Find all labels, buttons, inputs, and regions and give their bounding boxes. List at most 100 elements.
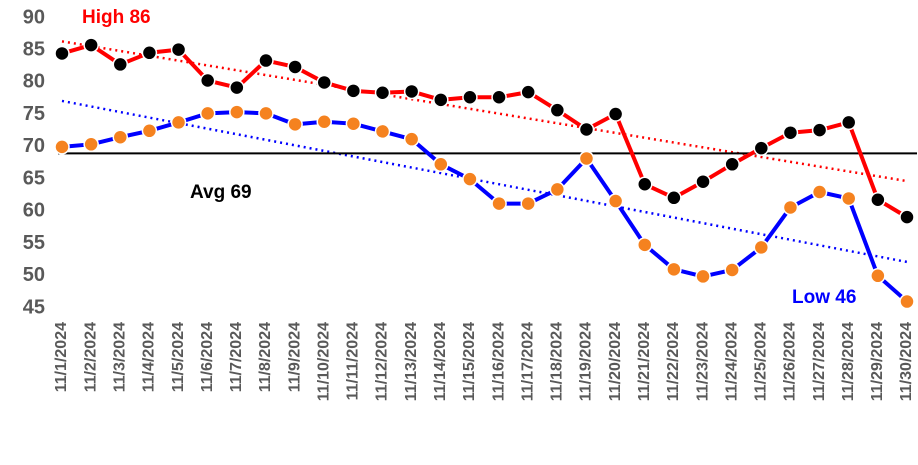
marker [462,171,478,187]
marker [578,150,595,167]
marker [724,262,740,278]
x-tick-label: 11/3/2024 [111,322,128,392]
x-tick-label: 11/12/2024 [374,322,391,401]
x-tick-label: 11/8/2024 [257,322,274,392]
x-tick-label: 11/20/2024 [607,322,624,401]
marker [549,181,566,198]
x-tick-label: 11/4/2024 [141,322,158,392]
x-tick-label: 11/26/2024 [782,322,799,401]
marker [724,156,740,173]
marker [899,209,915,225]
marker [54,45,70,62]
marker [403,83,420,100]
x-tick-label: 11/11/2024 [345,322,362,400]
marker [287,116,303,133]
x-tick-label: 11/6/2024 [199,322,216,392]
marker [666,261,682,278]
x-tick-label: 11/27/2024 [811,322,828,401]
y-tick-label: 45 [23,296,45,318]
marker [433,156,449,173]
low-annotation: Low 46 [792,287,856,308]
x-tick-label: 11/25/2024 [753,322,770,401]
marker [870,268,886,284]
marker [345,115,362,132]
marker [258,105,274,122]
marker [83,136,99,153]
marker [83,37,99,53]
x-tick-label: 11/22/2024 [665,322,682,401]
x-tick-label: 11/14/2024 [432,322,449,401]
marker [462,89,478,106]
marker [637,237,653,253]
marker [258,52,274,69]
y-tick-label: 55 [23,232,45,254]
marker [170,114,187,131]
marker [374,85,391,101]
x-tick-label: 11/29/2024 [869,322,886,401]
marker [491,89,507,106]
marker [141,123,158,139]
y-tick-label: 75 [23,103,45,125]
marker [811,122,828,138]
trendline [61,99,908,264]
marker [229,104,245,120]
marker [199,105,216,122]
marker [54,139,70,155]
marker [316,74,332,91]
marker [141,45,158,61]
marker [520,84,536,100]
x-tick-label: 11/23/2024 [694,322,711,401]
marker [637,176,653,193]
marker [170,41,187,58]
x-tick-label: 11/24/2024 [723,322,740,401]
marker [433,92,449,108]
x-tick-label: 11/19/2024 [578,322,595,401]
marker [899,293,915,310]
marker [549,102,566,118]
x-tick-label: 11/10/2024 [315,322,332,401]
x-tick-label: 11/7/2024 [228,322,245,392]
y-tick-label: 85 [23,39,45,61]
marker [840,114,857,131]
x-tick-label: 11/2/2024 [82,322,99,392]
marker [112,56,129,73]
marker [199,72,216,89]
x-tick-label: 11/5/2024 [170,322,187,392]
x-tick-label: 11/17/2024 [519,322,536,401]
marker [112,129,129,145]
y-tick-label: 50 [23,264,45,286]
x-tick-label: 11/15/2024 [461,322,478,401]
y-tick-label: 65 [23,167,45,189]
high-annotation: High 86 [82,7,151,28]
x-tick-label: 11/30/2024 [898,322,915,401]
marker [666,190,682,206]
marker [782,199,799,216]
x-tick-label: 11/18/2024 [549,322,566,401]
y-tick-label: 90 [23,6,45,28]
x-tick-label: 11/1/2024 [53,322,70,392]
marker [870,191,886,208]
x-tick-label: 11/28/2024 [840,322,857,401]
marker [607,193,624,209]
marker [753,239,770,256]
series-line [61,110,909,304]
marker [578,121,595,138]
marker [520,195,536,212]
marker [811,184,828,200]
avg-annotation: Avg 69 [190,182,252,203]
marker [695,173,711,190]
marker [345,83,362,99]
marker [782,124,799,141]
marker [374,123,391,140]
marker [316,114,332,130]
marker [753,140,770,156]
marker [607,106,624,122]
y-tick-label: 60 [23,200,45,222]
y-tick-label: 70 [23,135,45,157]
y-tick-label: 80 [23,71,45,93]
x-tick-label: 11/9/2024 [286,322,303,392]
x-tick-label: 11/13/2024 [403,322,420,401]
x-tick-label: 11/21/2024 [636,322,653,401]
marker [840,190,857,207]
